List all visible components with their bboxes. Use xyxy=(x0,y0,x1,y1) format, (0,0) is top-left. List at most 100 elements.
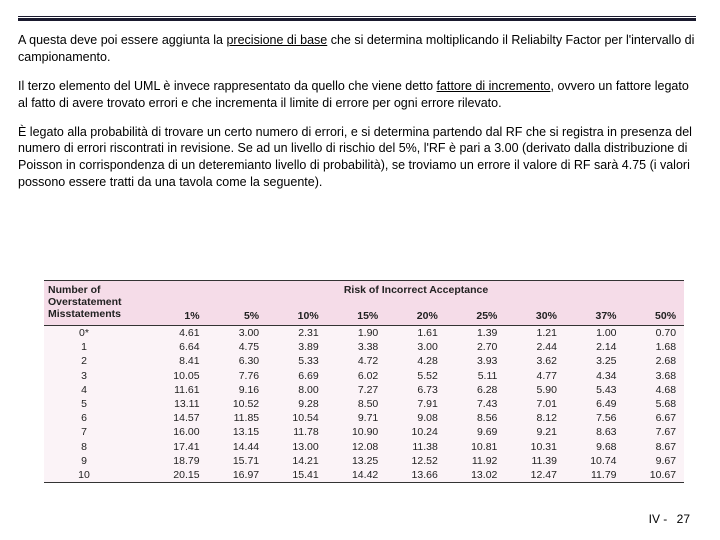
cell: 6.28 xyxy=(446,383,506,397)
row-label: 3 xyxy=(44,369,148,383)
cell: 8.00 xyxy=(267,383,327,397)
table-row: 716.0013.1511.7810.9010.249.699.218.637.… xyxy=(44,425,684,439)
col-header: 50% xyxy=(625,308,685,325)
cell: 7.91 xyxy=(386,397,446,411)
row-label: 10 xyxy=(44,468,148,482)
cell: 5.43 xyxy=(565,383,625,397)
cell: 11.61 xyxy=(148,383,208,397)
cell: 2.70 xyxy=(446,340,506,354)
cell: 4.28 xyxy=(386,354,446,368)
cell: 7.67 xyxy=(625,425,685,439)
cell: 14.21 xyxy=(267,454,327,468)
cell: 2.68 xyxy=(625,354,685,368)
hdr-l2: Overstatement xyxy=(48,296,122,308)
table-row: 0*4.613.002.311.901.611.391.211.000.70 xyxy=(44,326,684,340)
row-label: 2 xyxy=(44,354,148,368)
cell: 12.52 xyxy=(386,454,446,468)
cell: 3.00 xyxy=(386,340,446,354)
cell: 18.79 xyxy=(148,454,208,468)
table-row: 513.1110.529.288.507.917.437.016.495.68 xyxy=(44,397,684,411)
cell: 11.85 xyxy=(208,411,268,425)
row-label: 1 xyxy=(44,340,148,354)
cell: 8.63 xyxy=(565,425,625,439)
table-body: 0*4.613.002.311.901.611.391.211.000.7016… xyxy=(44,326,684,482)
cell: 9.69 xyxy=(446,425,506,439)
cell: 10.52 xyxy=(208,397,268,411)
header-right: Risk of Incorrect Acceptance xyxy=(148,281,684,308)
col-header: 1% xyxy=(148,308,208,325)
cell: 3.93 xyxy=(446,354,506,368)
cell: 7.01 xyxy=(505,397,565,411)
footer-prefix: IV - xyxy=(649,512,668,526)
cell: 1.68 xyxy=(625,340,685,354)
cell: 4.68 xyxy=(625,383,685,397)
cell: 4.34 xyxy=(565,369,625,383)
paragraph-3: È legato alla probabilità di trovare un … xyxy=(18,124,696,192)
paragraph-1: A questa deve poi essere aggiunta la pre… xyxy=(18,32,696,66)
cell: 9.21 xyxy=(505,425,565,439)
cell: 13.15 xyxy=(208,425,268,439)
cell: 13.66 xyxy=(386,468,446,482)
cell: 10.24 xyxy=(386,425,446,439)
cell: 11.79 xyxy=(565,468,625,482)
row-label: 8 xyxy=(44,440,148,454)
table-row: 411.619.168.007.276.736.285.905.434.68 xyxy=(44,383,684,397)
cell: 8.56 xyxy=(446,411,506,425)
rf-table: Number of Overstatement Risk of Incorrec… xyxy=(44,280,684,484)
cell: 2.31 xyxy=(267,326,327,340)
col-header: 25% xyxy=(446,308,506,325)
cell: 3.00 xyxy=(208,326,268,340)
cell: 7.43 xyxy=(446,397,506,411)
table-row: 16.644.753.893.383.002.702.442.141.68 xyxy=(44,340,684,354)
top-rule xyxy=(18,16,696,20)
cell: 14.42 xyxy=(327,468,387,482)
cell: 11.92 xyxy=(446,454,506,468)
table-row: 817.4114.4413.0012.0811.3810.8110.319.68… xyxy=(44,440,684,454)
cell: 2.44 xyxy=(505,340,565,354)
cell: 11.78 xyxy=(267,425,327,439)
cell: 1.39 xyxy=(446,326,506,340)
page-footer: IV - 27 xyxy=(649,512,690,526)
p2-underline: fattore di incremento xyxy=(437,79,551,93)
cell: 5.11 xyxy=(446,369,506,383)
cell: 9.28 xyxy=(267,397,327,411)
col-header: 20% xyxy=(386,308,446,325)
col-header: 15% xyxy=(327,308,387,325)
row-label: 6 xyxy=(44,411,148,425)
cell: 4.75 xyxy=(208,340,268,354)
cell: 8.12 xyxy=(505,411,565,425)
cell: 0.70 xyxy=(625,326,685,340)
cell: 3.62 xyxy=(505,354,565,368)
cell: 7.27 xyxy=(327,383,387,397)
p1-a: A questa deve poi essere aggiunta la xyxy=(18,33,226,47)
cell: 6.69 xyxy=(267,369,327,383)
cell: 12.08 xyxy=(327,440,387,454)
paragraph-2: Il terzo elemento del UML è invece rappr… xyxy=(18,78,696,112)
cell: 13.02 xyxy=(446,468,506,482)
cell: 9.68 xyxy=(565,440,625,454)
cell: 14.57 xyxy=(148,411,208,425)
cell: 6.02 xyxy=(327,369,387,383)
cell: 10.81 xyxy=(446,440,506,454)
col-header: 37% xyxy=(565,308,625,325)
cell: 5.52 xyxy=(386,369,446,383)
cell: 10.67 xyxy=(625,468,685,482)
cell: 13.00 xyxy=(267,440,327,454)
p2-a: Il terzo elemento del UML è invece rappr… xyxy=(18,79,437,93)
cell: 6.30 xyxy=(208,354,268,368)
page-number: 27 xyxy=(677,512,690,526)
cell: 11.39 xyxy=(505,454,565,468)
row-label: 7 xyxy=(44,425,148,439)
hdr-l3: Misstatements xyxy=(44,308,148,325)
row-label: 0* xyxy=(44,326,148,340)
row-label: 5 xyxy=(44,397,148,411)
cell: 9.16 xyxy=(208,383,268,397)
row-label: 9 xyxy=(44,454,148,468)
cell: 10.31 xyxy=(505,440,565,454)
cell: 10.54 xyxy=(267,411,327,425)
cell: 3.38 xyxy=(327,340,387,354)
cell: 5.68 xyxy=(625,397,685,411)
cell: 12.47 xyxy=(505,468,565,482)
cell: 6.64 xyxy=(148,340,208,354)
cell: 8.67 xyxy=(625,440,685,454)
